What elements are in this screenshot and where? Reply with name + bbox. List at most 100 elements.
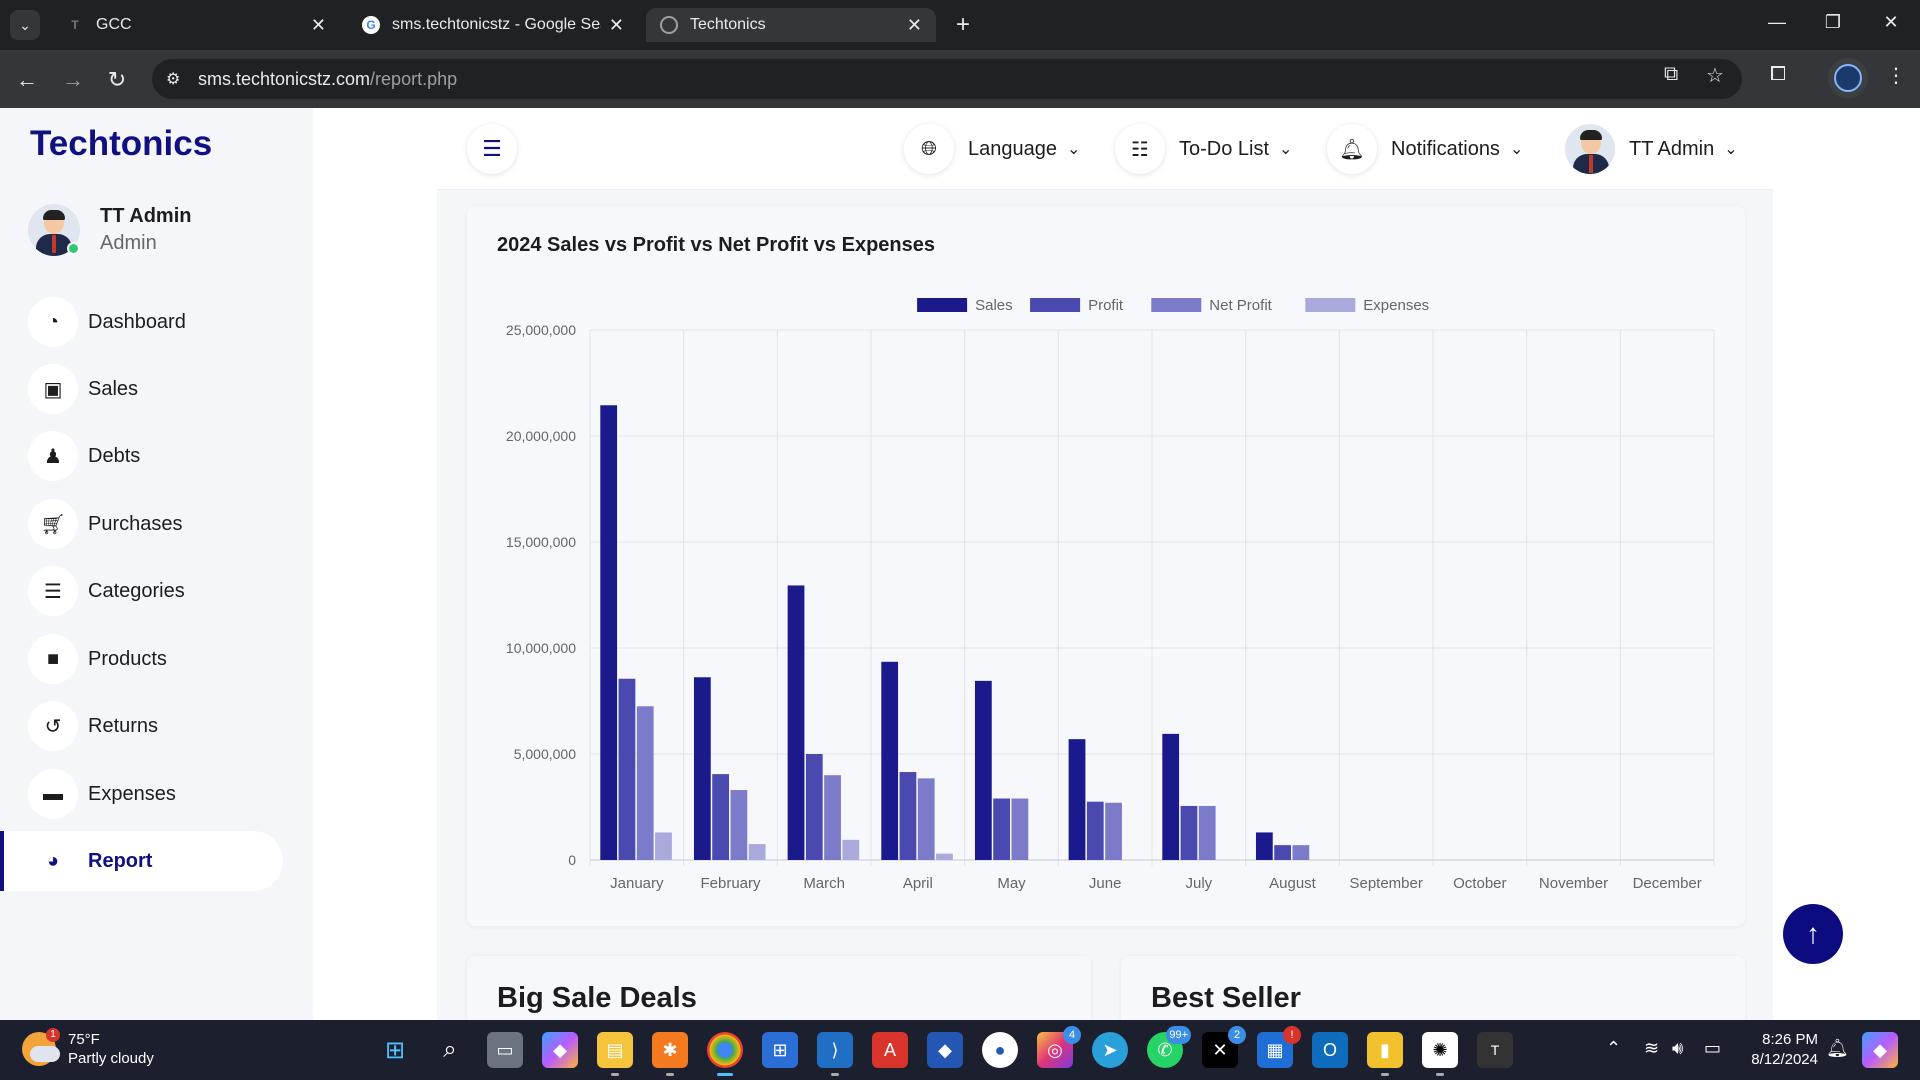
microsoft-store-icon[interactable]: ⊞ xyxy=(762,1032,798,1068)
bar xyxy=(1255,832,1273,860)
xampp-icon[interactable]: ✱ xyxy=(652,1032,688,1076)
sidebar-item-report[interactable]: ◕ Report xyxy=(0,831,283,891)
sidebar-item-expenses[interactable]: ▬ Expenses xyxy=(0,764,283,824)
notes-app-icon[interactable]: ▮ xyxy=(1367,1032,1403,1076)
todo-dropdown[interactable]: ☷ To-Do List ⌄ xyxy=(1115,124,1292,174)
big-sale-deals-card: Big Sale Deals xyxy=(467,956,1091,1020)
legend-swatch xyxy=(1151,298,1202,312)
bar xyxy=(974,680,992,860)
profile-button[interactable] xyxy=(1828,58,1868,98)
tabs-app-icon[interactable]: ◆ xyxy=(927,1032,963,1068)
acrobat-icon[interactable]: A xyxy=(872,1032,908,1068)
restore-icon[interactable]: ❐ xyxy=(1824,12,1842,32)
bar xyxy=(917,778,935,860)
outlook-icon[interactable]: O xyxy=(1312,1032,1348,1068)
file-explorer-icon[interactable]: ▤ xyxy=(597,1032,633,1076)
instagram-icon[interactable]: ◎ 4 xyxy=(1037,1026,1081,1068)
task-view-icon[interactable]: ▭ xyxy=(487,1032,523,1068)
arrow-up-icon: ↑ xyxy=(1806,918,1820,949)
sidebar-item-returns[interactable]: ↺ Returns xyxy=(0,696,283,756)
whatsapp-icon[interactable]: ✆ 99+ xyxy=(1147,1026,1191,1068)
brand-logo[interactable]: Techtonics xyxy=(30,124,213,163)
scroll-to-top-button[interactable]: ↑ xyxy=(1783,904,1843,964)
tab-google-search[interactable]: G sms.techtonicstz - Google Searc ✕ xyxy=(348,8,638,42)
sidebar-item-dashboard[interactable]: ◔ Dashboard xyxy=(0,292,283,352)
close-icon[interactable]: ✕ xyxy=(310,14,326,35)
sidebar-item-label: Sales xyxy=(88,377,139,400)
vscode-icon[interactable]: ⟩ xyxy=(817,1032,853,1076)
chevron-down-icon: ⌄ xyxy=(1066,141,1081,158)
messenger-icon[interactable]: ● xyxy=(982,1032,1018,1068)
clock[interactable]: 8:26 PM 8/12/2024 xyxy=(1746,1030,1818,1070)
window-close-icon[interactable]: ✕ xyxy=(1883,12,1899,32)
user-label: TT Admin xyxy=(1629,137,1715,160)
volume-icon[interactable]: 🔊︎ xyxy=(1672,1038,1684,1058)
user-dropdown[interactable]: TT Admin ⌄ xyxy=(1565,124,1738,174)
reload-icon[interactable]: ↻ xyxy=(107,67,127,92)
x-tick-label: January xyxy=(610,875,664,892)
sidebar-item-label: Purchases xyxy=(88,512,183,535)
sales-chart: 0 5,000,000 10,000,000 15,000,000 20,000,000… xyxy=(506,297,1715,892)
sidebar-item-debts[interactable]: ♟ Debts xyxy=(0,426,283,486)
battery-icon[interactable]: ▭ xyxy=(1704,1038,1722,1058)
tab-favicon-icon: T xyxy=(71,18,79,32)
minimize-icon[interactable]: — xyxy=(1768,12,1786,32)
x-tick-label: April xyxy=(903,875,933,892)
bookmark-star-icon[interactable]: ☆ xyxy=(1706,65,1724,87)
weather-widget[interactable]: 1 75°F Partly cloudy xyxy=(22,1028,154,1068)
telegram-icon[interactable]: ➤ xyxy=(1092,1032,1128,1068)
sidebar-item-sales[interactable]: ▣ Sales xyxy=(0,359,283,419)
windows-start-icon[interactable]: ⊞ xyxy=(384,1036,406,1064)
search-icon[interactable]: ⌕ xyxy=(443,1036,457,1063)
clock-time: 8:26 PM xyxy=(1762,1031,1818,1048)
bar xyxy=(618,678,636,860)
bar xyxy=(636,706,654,860)
y-tick-label: 15,000,000 xyxy=(506,534,576,550)
bar xyxy=(1011,798,1029,860)
tray-overflow-icon[interactable]: ⌃ xyxy=(1606,1038,1622,1058)
bar xyxy=(805,754,823,860)
forward-icon[interactable]: → xyxy=(62,67,84,92)
back-icon[interactable]: ← xyxy=(16,67,38,92)
copilot-tray-icon[interactable]: ◆ xyxy=(1862,1032,1898,1068)
extensions-icon[interactable]: ⧠ xyxy=(1770,63,1786,85)
wifi-icon[interactable]: ≋ xyxy=(1644,1038,1660,1058)
chart-title: 2024 Sales vs Profit vs Net Profit vs Ex… xyxy=(497,234,935,256)
notification-bell-icon[interactable]: 🔔︎ xyxy=(1826,1038,1849,1058)
tab-gcc[interactable]: T GCC ✕ xyxy=(52,8,340,42)
sidebar-item-categories[interactable]: ☰ Categories xyxy=(0,561,283,621)
sidebar-item-purchases[interactable]: 🛒︎ Purchases xyxy=(0,494,283,554)
tab-search-button[interactable]: ⌄ xyxy=(10,10,40,40)
new-tab-button[interactable]: + xyxy=(955,11,970,38)
site-info-icon[interactable]: ⚙ xyxy=(166,71,181,88)
bar xyxy=(881,661,899,860)
language-label: Language xyxy=(968,137,1057,160)
language-dropdown[interactable]: 🌐︎ Language ⌄ xyxy=(904,124,1080,174)
terminal-app-icon[interactable]: T xyxy=(1477,1032,1513,1068)
sidebar-item-label: Expenses xyxy=(88,782,176,805)
user-clock-icon: ♟ xyxy=(28,431,78,481)
globe-icon xyxy=(660,16,678,34)
menu-toggle-button[interactable]: ☰ xyxy=(467,124,517,174)
chrome-icon[interactable] xyxy=(707,1032,743,1076)
gauge-icon: ◔ xyxy=(28,297,78,347)
chatgpt-icon[interactable]: ✺ xyxy=(1422,1032,1458,1076)
browser-menu-icon[interactable]: ⋮ xyxy=(1886,65,1906,87)
bar xyxy=(842,839,860,860)
x-icon[interactable]: ✕ 2 xyxy=(1202,1026,1246,1068)
address-bar[interactable]: ⚙ sms.techtonicstz.com/report.php xyxy=(152,59,1742,99)
legend-label: Net Profit xyxy=(1209,297,1272,314)
open-in-app-icon[interactable]: ⧉ xyxy=(1664,63,1679,85)
bar xyxy=(655,832,672,860)
list-icon: ☷ xyxy=(1115,124,1165,174)
tab-techtonics[interactable]: Techtonics ✕ xyxy=(646,8,936,42)
news-app-icon[interactable]: ▦! xyxy=(1257,1026,1301,1068)
close-icon[interactable]: ✕ xyxy=(608,14,624,35)
x-tick-label: August xyxy=(1269,875,1317,892)
notifications-dropdown[interactable]: 🔔︎ Notifications ⌄ xyxy=(1327,124,1523,174)
close-icon[interactable]: ✕ xyxy=(906,14,922,35)
sidebar-item-products[interactable]: ■ Products xyxy=(0,629,283,689)
page: Techtonics TT Admin Admin ◔ Dashboard ▣ … xyxy=(0,108,1920,1020)
top-header: ☰ 🌐︎ Language ⌄ ☷ To-Do List ⌄ 🔔︎ Notifi… xyxy=(437,108,1773,190)
copilot-icon[interactable]: ◆ xyxy=(542,1032,578,1068)
